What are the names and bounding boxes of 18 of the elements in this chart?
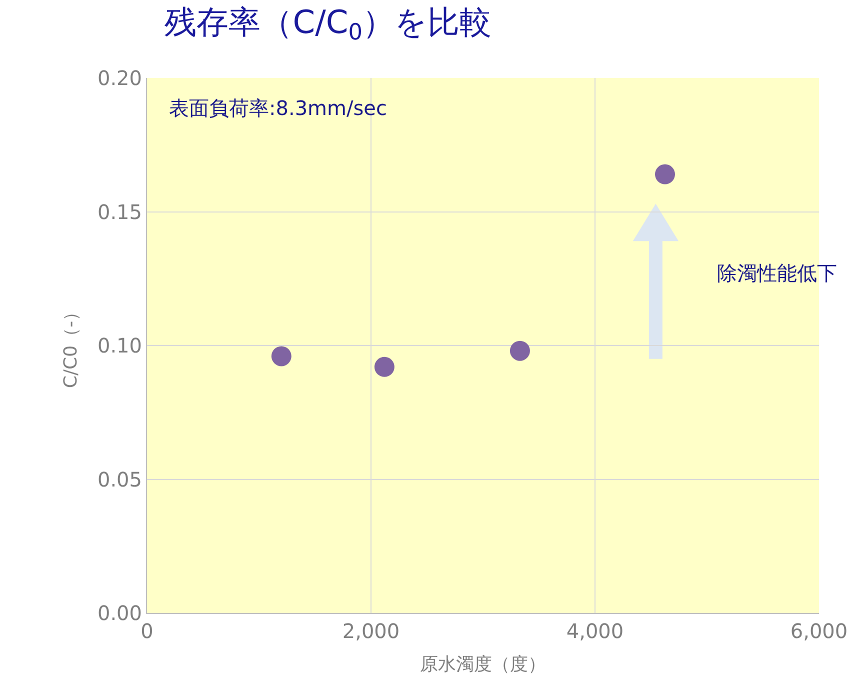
y-tick-label: 0.10: [97, 334, 142, 358]
x-tick-label: 2,000: [342, 619, 400, 643]
point: [271, 346, 292, 366]
x-tick-label: 4,000: [566, 619, 624, 643]
y-axis-title: C/C0（-）: [60, 302, 82, 388]
y-tick-label: 0.05: [97, 467, 142, 492]
y-tick-label: 0.15: [97, 200, 142, 224]
point: [510, 340, 530, 361]
x-tick-label: 0: [140, 619, 154, 643]
y-tick-label: 0.00: [97, 601, 142, 625]
point: [655, 164, 675, 184]
x-tick-label: 6,000: [790, 619, 848, 643]
annotation: 表面負荷率:8.3mm/sec: [169, 96, 387, 120]
x-axis-title: 原水濁度（度）: [420, 654, 546, 676]
y-tick-label: 0.20: [97, 66, 142, 90]
point: [374, 356, 394, 377]
annotation: 除濁性能低下: [717, 261, 837, 285]
chart-title: 残存率（C/C$_{0}$）を比較: [164, 2, 492, 46]
